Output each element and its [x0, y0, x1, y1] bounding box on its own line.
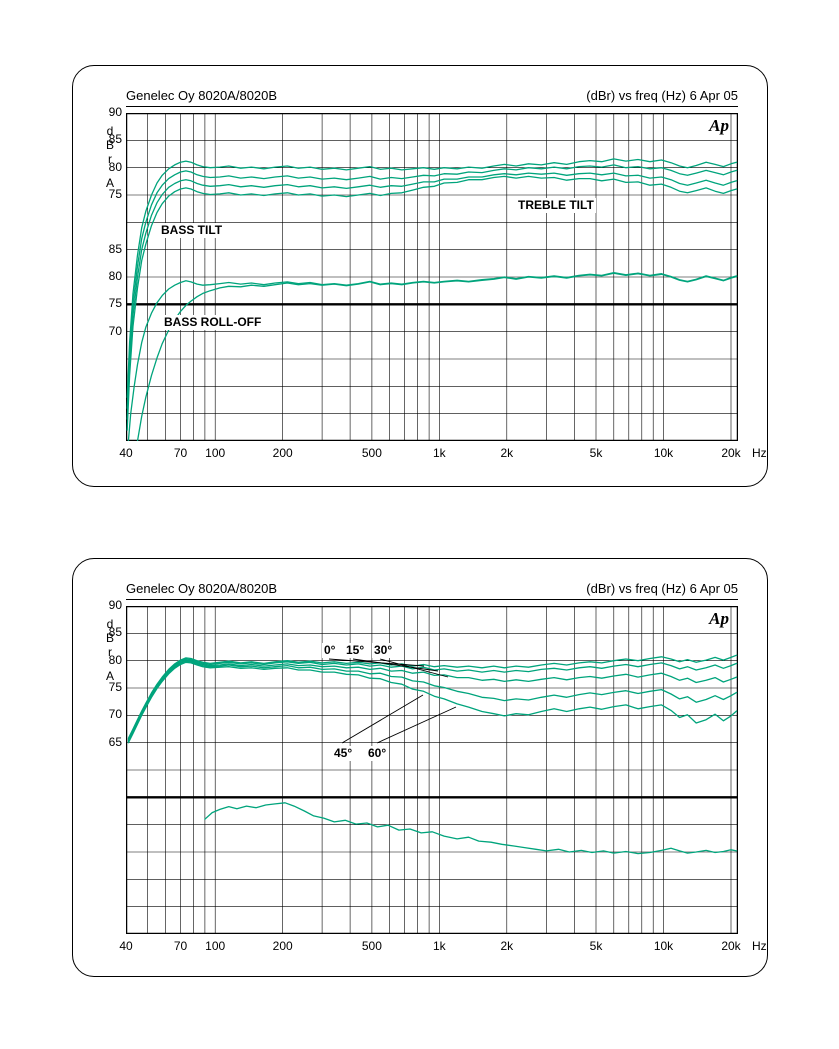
curve-off-axis-15deg [127, 658, 738, 741]
x-tick-label: 10k [653, 939, 674, 953]
curve-on-axis-0deg [127, 654, 738, 739]
x-tick-label: 5k [589, 446, 603, 460]
plot-area: Ap Hz 90 85 80 75 70 65 40 70 100 200 500 1k 2k 5k 10k… [109, 598, 767, 953]
annotation: 15° [344, 643, 367, 658]
chart-subtitle: (dBr) vs freq (Hz) 6 Apr 05 [586, 88, 738, 103]
curve-bass-roll-off-engaged [136, 272, 738, 441]
x-tick-label: 5k [589, 939, 603, 953]
y-tick-label: 90 [108, 105, 122, 119]
y-tick-label: 75 [108, 296, 122, 311]
x-tick-label: 100 [205, 446, 226, 460]
trace-a-label: A [106, 176, 115, 190]
x-tick-label: 2k [500, 939, 514, 953]
tilt-response-chart-panel: Genelec Oy 8020A/8020B (dBr) vs freq (Hz… [72, 65, 768, 487]
y-tick-label: 85 [108, 241, 122, 256]
y-unit-char: B [105, 138, 114, 152]
x-tick-label: 500 [361, 446, 382, 460]
curve-off-axis-30deg [127, 659, 738, 742]
annotation: TREBLE TILT [516, 198, 596, 213]
trace-a-label: A [106, 669, 115, 683]
x-tick-label: 70 [173, 446, 188, 460]
x-tick-label: 20k [721, 446, 741, 460]
annotation: 45° [332, 746, 355, 761]
x-tick-label: 1k [432, 446, 446, 460]
y-unit-char: r [108, 152, 112, 166]
curve-bass-tilt-4dB [126, 172, 738, 420]
curve-off-axis-45deg [127, 660, 738, 743]
curve-lower-trace [204, 802, 738, 855]
directivity-chart-panel: Genelec Oy 8020A/8020B (dBr) vs freq (Hz… [72, 558, 768, 977]
chart-canvas [126, 606, 738, 934]
y-unit-char: d [106, 617, 114, 631]
annotation: 0° [322, 643, 338, 658]
x-tick-label: 2k [500, 446, 514, 460]
y-tick-label: 65 [108, 734, 122, 749]
y-tick-label: 80 [108, 269, 122, 283]
x-axis-unit-label: Hz [752, 446, 767, 460]
x-tick-label: 1k [432, 939, 446, 953]
annotation: 60° [366, 746, 389, 761]
curve-bass-tilt-6dB [126, 175, 738, 431]
plot-area: Ap Hz 90 85 80 75 85 80 75 70 40 70 100 200 500 1k 2k 5… [109, 105, 767, 460]
x-tick-label: 40 [119, 446, 133, 460]
x-tick-label: 70 [173, 939, 188, 953]
y-tick-label: 75 [108, 187, 122, 201]
y-tick-label: 85 [108, 132, 122, 147]
annotation: BASS TILT [159, 223, 225, 238]
y-tick-label: 75 [108, 680, 122, 694]
header-rule [126, 106, 738, 107]
audio-precision-logo: Ap [709, 609, 729, 628]
x-tick-label: 100 [205, 939, 226, 953]
curve-bass-roll-off-flat [127, 271, 738, 441]
y-axis-unit-label: d B r [103, 617, 117, 659]
audio-precision-logo: Ap [709, 116, 729, 135]
x-tick-label: 200 [272, 939, 293, 953]
y-axis-unit-label: d B r [103, 124, 117, 166]
y-tick-label: 70 [108, 707, 122, 722]
y-unit-char: d [106, 124, 114, 138]
x-tick-label: 10k [653, 446, 674, 460]
curve-bass-tilt-2dB [126, 164, 738, 409]
y-tick-label: 80 [108, 159, 122, 174]
y-tick-label: 85 [108, 625, 122, 640]
y-tick-label: 70 [108, 323, 122, 338]
chart-subtitle: (dBr) vs freq (Hz) 6 Apr 05 [586, 581, 738, 596]
x-tick-label: 40 [119, 939, 133, 953]
x-tick-label: 500 [361, 939, 382, 953]
curve-bass-tilt-0dB [126, 158, 738, 398]
y-tick-label: 90 [108, 598, 122, 612]
x-tick-label: 200 [272, 446, 293, 460]
header-rule [126, 599, 738, 600]
chart-title: Genelec Oy 8020A/8020B [126, 88, 278, 103]
y-tick-label: 80 [108, 652, 122, 667]
curve-off-axis-60deg [127, 661, 738, 744]
annotation: BASS ROLL-OFF [162, 315, 264, 330]
x-tick-label: 20k [721, 939, 741, 953]
chart-canvas [126, 113, 738, 441]
x-axis-unit-label: Hz [752, 939, 767, 953]
y-unit-char: r [108, 645, 112, 659]
chart-title: Genelec Oy 8020A/8020B [126, 581, 278, 596]
annotation: 30° [372, 643, 395, 658]
y-unit-char: B [105, 631, 114, 645]
